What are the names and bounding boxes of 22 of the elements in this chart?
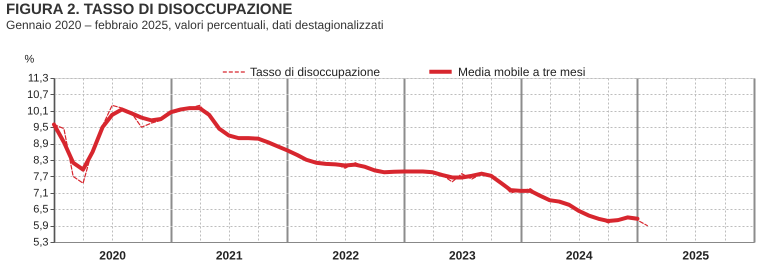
x-tick-label: 2023 — [448, 248, 476, 262]
y-tick-label: 7,1 — [33, 187, 48, 200]
chart-subtitle: Gennaio 2020 – febbraio 2025, valori percentuali, dati destagionalizzati — [6, 18, 384, 32]
y-tick-label: 9,5 — [33, 122, 48, 134]
x-tick-label: 2022 — [332, 248, 360, 262]
y-tick-label: 5,9 — [33, 220, 48, 232]
x-tick-label: 2020 — [99, 248, 126, 262]
legend-label: Tasso di disoccupazione — [250, 65, 380, 79]
y-axis-title: % — [24, 54, 34, 66]
chart-title: FIGURA 2. TASSO DI DISOCCUPAZIONE — [6, 1, 292, 18]
x-tick-label: 2025 — [682, 248, 710, 262]
y-tick-label: 11,3 — [28, 72, 48, 84]
y-tick-label: 8,9 — [33, 138, 48, 150]
y-tick-label: 7,7 — [33, 170, 48, 183]
y-tick-label: 5,3 — [33, 236, 48, 248]
x-tick-label: 2024 — [566, 248, 593, 262]
y-tick-label: 8,3 — [33, 154, 48, 166]
legend-label: Media mobile a tre mesi — [458, 64, 586, 79]
y-tick-label: 10,7 — [27, 88, 48, 101]
x-tick-label: 2021 — [216, 248, 243, 262]
y-tick-label: 10,1 — [27, 105, 48, 118]
y-tick-label: 6,5 — [33, 204, 48, 216]
